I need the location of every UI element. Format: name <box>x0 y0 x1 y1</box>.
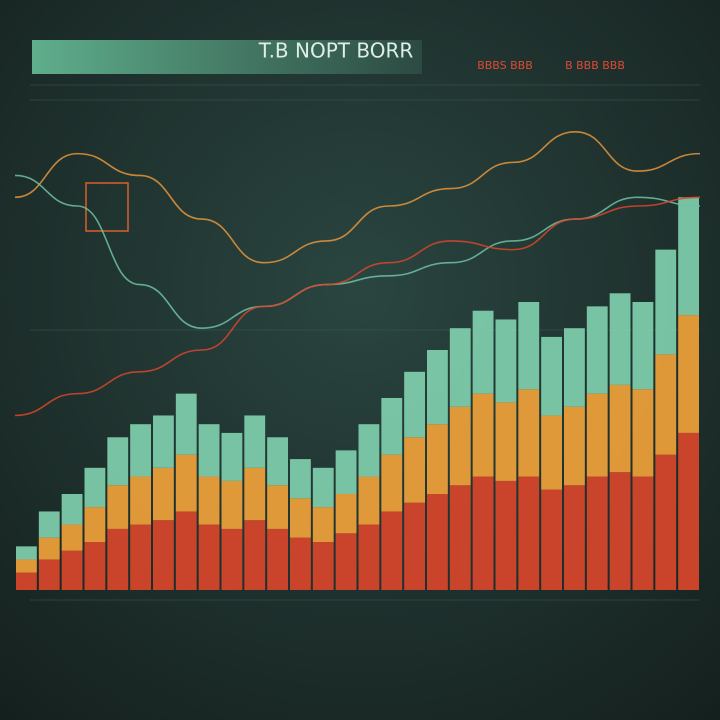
bar-segment <box>107 528 129 590</box>
bar-segment <box>153 520 174 590</box>
bar-segment <box>335 450 357 494</box>
bar-segment <box>290 459 311 499</box>
bar-segment <box>449 406 471 486</box>
bar-segment <box>609 293 631 385</box>
frame <box>85 182 129 232</box>
bar-segment <box>541 489 562 590</box>
bar-segment <box>61 494 83 525</box>
bar-segment <box>153 415 174 468</box>
bar-segment <box>358 524 380 590</box>
bar-segment <box>541 336 562 416</box>
bar-segment <box>472 310 494 394</box>
bar-segment <box>312 542 334 590</box>
bar-segment <box>632 476 654 590</box>
line <box>14 131 701 264</box>
bar-segment <box>16 572 37 590</box>
bar-segment <box>221 528 243 590</box>
bar-segment <box>84 467 106 508</box>
bar-segment <box>16 546 37 560</box>
bar-segment <box>495 402 517 481</box>
bar-segment <box>632 389 654 477</box>
bar-segment <box>609 384 631 473</box>
bar-segment <box>586 476 608 590</box>
bar-segment <box>130 476 151 525</box>
bar-segment <box>130 524 151 590</box>
bar-segment <box>472 476 494 590</box>
bar-segment <box>632 302 654 390</box>
bar-segment <box>175 511 197 590</box>
bar-segment <box>381 454 403 512</box>
bar-segment <box>586 306 608 394</box>
bar-segment <box>655 454 677 590</box>
bar-segment <box>175 454 197 512</box>
bar-segment <box>198 524 220 590</box>
bar-segment <box>16 559 37 573</box>
bar-segment <box>290 498 311 538</box>
bar-segment <box>198 476 220 525</box>
bar-segment <box>586 393 608 477</box>
chart-title: T.B NOPT BORR <box>258 39 414 63</box>
bar-segment <box>312 507 334 542</box>
bar-segment <box>564 328 585 407</box>
title-banner <box>32 40 422 74</box>
bar-segment <box>518 476 540 590</box>
bar-segment <box>38 559 60 590</box>
bar-segment <box>381 398 403 455</box>
bar-segment <box>267 437 288 486</box>
bar-segment <box>495 319 517 403</box>
bar-segment <box>609 472 631 590</box>
bar-segment <box>564 406 585 486</box>
bar-segment <box>427 424 448 494</box>
bar-segment <box>564 485 585 590</box>
bar-segment <box>335 533 357 590</box>
annotation: B BBB BBB <box>565 59 625 72</box>
bar-segment <box>312 467 334 508</box>
bar-segment <box>404 437 425 503</box>
bar-segment <box>267 528 288 590</box>
bar-segment <box>244 467 266 521</box>
bar-segment <box>449 485 471 590</box>
bar-segment <box>404 502 425 590</box>
bar-segment <box>678 432 699 590</box>
bar-segment <box>244 415 266 468</box>
bar-segment <box>221 480 243 529</box>
bar-segment <box>655 354 677 455</box>
bar-segment <box>335 494 357 534</box>
bar-segment <box>472 393 494 477</box>
bar-segment <box>107 437 129 486</box>
bar-segment <box>427 494 448 590</box>
bar-segment <box>198 424 220 477</box>
bar-segment <box>175 393 197 455</box>
line <box>14 196 701 417</box>
bar-segment <box>61 524 83 551</box>
bar-segment <box>678 197 699 316</box>
bar-segment <box>541 415 562 490</box>
bar-segment <box>427 350 448 425</box>
bar-segment <box>221 432 243 481</box>
annotation: BBBS BBB <box>477 59 533 72</box>
bar-segment <box>404 371 425 438</box>
bar-segment <box>153 467 174 521</box>
bar-segment <box>290 537 311 590</box>
bar-segment <box>358 424 380 477</box>
bar-segment <box>38 537 60 560</box>
bar-segment <box>678 315 699 433</box>
bar-segment <box>495 480 517 590</box>
bar-segment <box>244 520 266 590</box>
bar-segment <box>381 511 403 590</box>
bar-segment <box>84 507 106 542</box>
bar-segment <box>358 476 380 525</box>
bar-segment <box>130 424 151 477</box>
bar-segment <box>518 302 540 390</box>
bar-segment <box>267 485 288 529</box>
bar-segment <box>61 550 83 590</box>
bar-segment <box>655 249 677 355</box>
bar-segment <box>84 542 106 590</box>
bar-segment <box>107 485 129 529</box>
bar-segment <box>449 328 471 407</box>
bar-segment <box>518 389 540 477</box>
bar-segment <box>38 511 60 538</box>
